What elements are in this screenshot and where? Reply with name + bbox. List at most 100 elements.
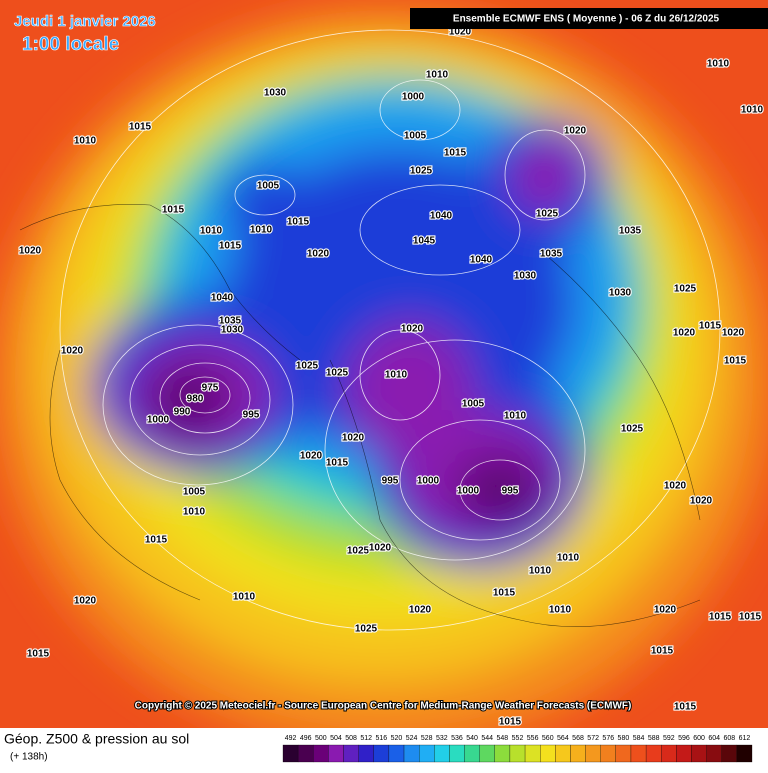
colorbar-cell xyxy=(600,744,616,763)
isobar-label: 1010 xyxy=(549,605,572,616)
isobar-label: 1020 xyxy=(654,605,677,616)
copyright: Copyright © 2025 Meteociel.fr - Source E… xyxy=(135,701,632,712)
colorbar-label: 496 xyxy=(300,735,312,742)
isobar-label: 995 xyxy=(243,410,260,421)
isobar-label: 1020 xyxy=(673,328,696,339)
colorbar-cell xyxy=(524,744,541,763)
isobar-label: 1010 xyxy=(741,105,764,116)
colorbar-label: 592 xyxy=(663,735,675,742)
forecast-date: Jeudi 1 janvier 2026 xyxy=(14,13,156,30)
isobar-label: 1025 xyxy=(536,209,559,220)
isobar-label: 1025 xyxy=(326,368,349,379)
isobar-label: 1025 xyxy=(355,624,378,635)
isobar-label: 1015 xyxy=(287,217,310,228)
colorbar-cell xyxy=(691,744,707,763)
isobar-label: 1010 xyxy=(250,225,273,236)
colorbar-cell xyxy=(494,744,511,763)
colorbar-label: 524 xyxy=(406,735,418,742)
isobar-label: 995 xyxy=(502,486,519,497)
colorbar-cell xyxy=(661,744,677,763)
colorbar-cell xyxy=(555,744,571,763)
isobar-label: 990 xyxy=(174,407,191,418)
isobar-label: 1020 xyxy=(61,346,84,357)
isobar-label: 1025 xyxy=(674,284,697,295)
colorbar-cell xyxy=(736,744,753,763)
colorbar-label: 536 xyxy=(451,735,463,742)
isobar-label: 1030 xyxy=(514,271,537,282)
colorbar-cell xyxy=(388,744,405,763)
isobar-label: 1015 xyxy=(326,458,349,469)
isobar-label: 1010 xyxy=(183,507,206,518)
colorbar-label: 564 xyxy=(557,735,569,742)
forecast-time: 1:00 locale xyxy=(22,34,119,55)
colorbar-cell xyxy=(585,744,601,763)
isobar-label: 1020 xyxy=(342,433,365,444)
isobar-label: 1010 xyxy=(200,226,223,237)
isobar-label: 1045 xyxy=(413,236,436,247)
colorbar-cell xyxy=(540,744,556,763)
colorbar-cell xyxy=(282,744,299,763)
colorbar-label: 500 xyxy=(315,735,327,742)
colorbar-label: 576 xyxy=(602,735,614,742)
isobar-label: 1020 xyxy=(409,605,432,616)
isobar-label: 1040 xyxy=(430,211,453,222)
isobar-label: 1010 xyxy=(504,411,527,422)
colorbar-label: 608 xyxy=(723,735,735,742)
isobar-label: 980 xyxy=(187,394,204,405)
isobar-label: 1010 xyxy=(74,136,97,147)
isobar-label: 1000 xyxy=(417,476,440,487)
isobar-label: 1030 xyxy=(264,88,287,99)
isobar-label: 1035 xyxy=(619,226,642,237)
isobar-label: 1015 xyxy=(162,205,185,216)
colorbar-label: 568 xyxy=(572,735,584,742)
colorbar-cell xyxy=(403,744,420,763)
isobar-label: 1010 xyxy=(426,70,449,81)
isobar-label: 1005 xyxy=(462,399,485,410)
colorbar-label: 528 xyxy=(421,735,433,742)
isobar-label: 1020 xyxy=(664,481,687,492)
geopotential-field xyxy=(0,0,768,728)
colorbar-label: 532 xyxy=(436,735,448,742)
colorbar-cell xyxy=(328,744,344,763)
colorbar-cell xyxy=(706,744,722,763)
isobar-label: 1000 xyxy=(147,415,170,426)
isobar-label: 1015 xyxy=(699,321,722,332)
isobar-label: 1040 xyxy=(470,255,493,266)
isobar-label: 1010 xyxy=(233,592,256,603)
isobar-label: 1000 xyxy=(402,92,425,103)
isobar-label: 1005 xyxy=(404,131,427,142)
isobars xyxy=(59,29,721,631)
colorbar-cell xyxy=(419,744,435,763)
isobar-label: 1025 xyxy=(410,166,433,177)
colorbar-label: 544 xyxy=(481,735,493,742)
isobar-label: 1010 xyxy=(529,566,552,577)
isobar-label: 1020 xyxy=(690,496,713,507)
isobar-label: 1015 xyxy=(724,356,747,367)
colorbar-cell xyxy=(313,744,329,763)
colorbar-cell xyxy=(676,744,692,763)
colorbar-cell xyxy=(449,744,465,763)
colorbar-cell xyxy=(615,744,632,763)
isobar-label: 1000 xyxy=(457,486,480,497)
colorbar-cell xyxy=(373,744,390,763)
isobar-label: 1025 xyxy=(296,361,319,372)
isobar-label: 1030 xyxy=(609,288,632,299)
colorbar-label: 512 xyxy=(360,735,372,742)
colorbar-label: 508 xyxy=(345,735,357,742)
colorbar-label: 560 xyxy=(542,735,554,742)
colorbar-cell xyxy=(297,744,314,763)
isobar-label: 1010 xyxy=(385,370,408,381)
colorbar-cell xyxy=(630,744,647,763)
colorbar-label: 584 xyxy=(633,735,645,742)
colorbar-label: 548 xyxy=(497,735,509,742)
isobar-label: 1020 xyxy=(19,246,42,257)
isobar-label: 995 xyxy=(382,476,399,487)
isobar-label: 1005 xyxy=(257,181,280,192)
colorbar-cell xyxy=(509,744,526,763)
isobar-label: 1025 xyxy=(621,424,644,435)
footer-subtitle: (+ 138h) xyxy=(10,752,48,763)
isobar-label: 1005 xyxy=(183,487,206,498)
colorbar-label: 552 xyxy=(512,735,524,742)
